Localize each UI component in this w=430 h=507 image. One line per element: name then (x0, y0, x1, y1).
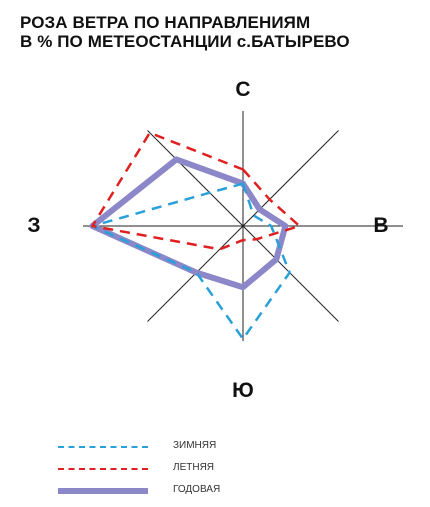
legend-item-winter: ЗИМНЯЯ (58, 440, 258, 462)
chart-axes (83, 111, 403, 341)
series-line-winter (91, 182, 291, 341)
direction-label-south: Ю (232, 379, 254, 402)
chart-title: РОЗА ВЕТРА ПО НАПРАВЛЕНИЯМ В % ПО МЕТЕОС… (20, 13, 430, 51)
chart-title-line-1: РОЗА ВЕТРА ПО НАПРАВЛЕНИЯМ (20, 13, 311, 32)
series-line-summer (91, 131, 301, 251)
legend-label-winter: ЗИМНЯЯ (173, 440, 217, 451)
legend-swatch-annual (58, 488, 148, 494)
legend-item-annual: ГОДОВАЯ (58, 484, 258, 506)
series-line-annual (89, 156, 289, 291)
direction-label-east: В (373, 214, 388, 237)
legend-item-summer: ЛЕТНЯЯ (58, 462, 258, 484)
chart-legend: ЗИМНЯЯ ЛЕТНЯЯ ГОДОВАЯ (58, 440, 258, 506)
legend-label-annual: ГОДОВАЯ (173, 484, 221, 495)
chart-title-line-2: В % ПО МЕТЕОСТАНЦИИ с.БАТЫРЕВО (20, 32, 350, 51)
legend-swatch-summer (58, 468, 148, 470)
direction-label-north: С (235, 78, 250, 101)
direction-label-west: З (27, 214, 40, 237)
chart-series (89, 131, 301, 341)
legend-swatch-winter (58, 446, 148, 448)
legend-label-summer: ЛЕТНЯЯ (173, 462, 215, 473)
